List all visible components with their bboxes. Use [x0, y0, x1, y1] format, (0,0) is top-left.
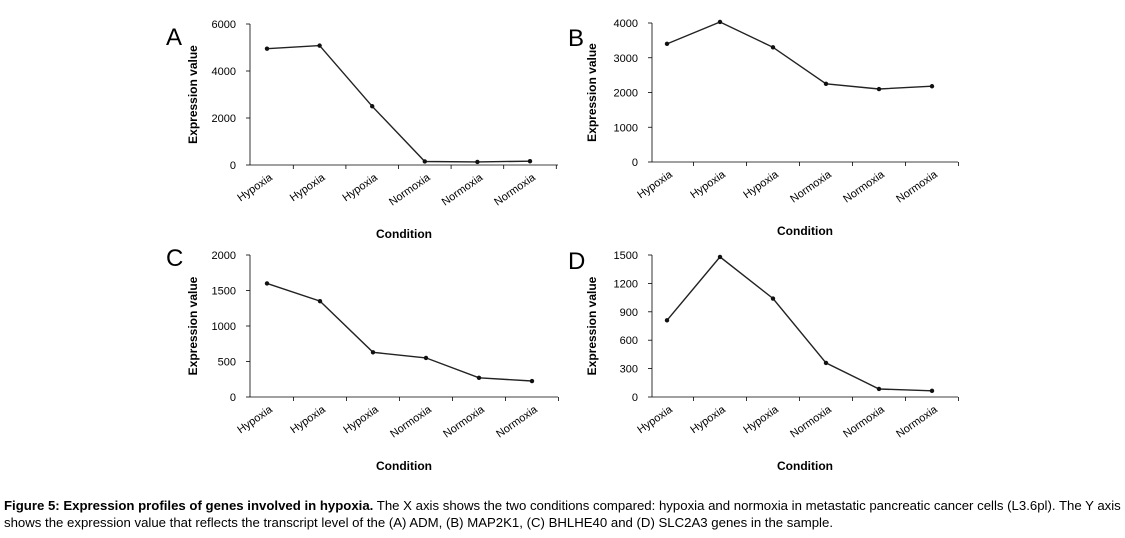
x-tick-label-b-3: Normoxia — [788, 168, 834, 205]
x-tick-label-d-4: Normoxia — [841, 403, 887, 440]
x-tick-label-a-3: Normoxia — [387, 171, 433, 208]
series-line-c — [266, 282, 533, 382]
x-tick-label-b-4: Normoxia — [841, 168, 887, 205]
data-point-d-0 — [664, 318, 670, 323]
x-tick-label-b-1: Hypoxia — [688, 168, 728, 201]
x-axis-title-b: Condition — [777, 224, 833, 238]
data-point-c-4 — [476, 375, 482, 381]
y-tick-label-a-6000: 6000 — [212, 19, 236, 31]
x-tick-label-a-0: Hypoxia — [235, 171, 275, 204]
x-tick-label-a-1: Hypoxia — [288, 171, 328, 204]
series-line-d — [666, 255, 933, 392]
y-tick-label-c-0: 0 — [230, 392, 236, 404]
data-point-d-4 — [876, 386, 882, 392]
y-axis-title-d: Expression value — [585, 276, 599, 375]
data-point-a-5 — [527, 159, 533, 164]
y-tick-label-b-1000: 1000 — [614, 122, 638, 134]
panel-letter-b: B — [568, 25, 584, 52]
series-line-a — [266, 44, 531, 163]
data-point-c-1 — [317, 298, 323, 304]
x-tick-label-c-2: Hypoxia — [341, 403, 381, 436]
data-point-d-1 — [717, 254, 723, 260]
x-tick-label-d-1: Hypoxia — [688, 403, 728, 436]
y-axis-title-c: Expression value — [186, 276, 200, 375]
panel-letter-c: C — [166, 245, 183, 272]
y-tick-label-c-2000: 2000 — [212, 250, 236, 262]
data-point-a-2 — [370, 104, 375, 109]
data-point-b-3 — [823, 81, 829, 87]
x-tick-label-b-2: Hypoxia — [741, 168, 781, 201]
data-point-c-5 — [529, 378, 535, 384]
x-tick-label-d-3: Normoxia — [788, 403, 834, 440]
x-tick-label-c-3: Normoxia — [388, 403, 434, 440]
caption-bold: Figure 5: Expression profiles of genes i… — [4, 498, 374, 513]
x-tick-label-c-5: Normoxia — [494, 403, 540, 440]
y-tick-label-b-4000: 4000 — [614, 18, 638, 30]
y-tick-label-c-1000: 1000 — [212, 321, 236, 333]
x-tick-label-b-0: Hypoxia — [635, 168, 675, 201]
data-point-b-0 — [664, 41, 670, 47]
figure-caption: Figure 5: Expression profiles of genes i… — [4, 497, 1122, 531]
x-axis-title-c: Condition — [376, 459, 432, 473]
data-point-c-0 — [264, 281, 270, 286]
y-tick-label-b-3000: 3000 — [614, 53, 638, 65]
x-tick-label-c-4: Normoxia — [441, 403, 487, 440]
data-point-d-2 — [770, 296, 776, 301]
y-tick-label-a-4000: 4000 — [212, 66, 236, 78]
y-tick-label-c-500: 500 — [218, 357, 236, 369]
x-tick-label-d-0: Hypoxia — [635, 403, 675, 436]
data-point-b-4 — [876, 86, 882, 92]
x-tick-label-a-2: Hypoxia — [340, 171, 380, 204]
y-tick-label-d-1200: 1200 — [614, 278, 638, 290]
y-tick-label-d-900: 900 — [620, 307, 638, 319]
data-point-a-0 — [264, 46, 270, 51]
y-tick-label-a-0: 0 — [230, 160, 236, 172]
x-tick-label-d-5: Normoxia — [894, 403, 940, 440]
y-axis-title-a: Expression value — [186, 45, 200, 144]
y-tick-label-b-2000: 2000 — [614, 88, 638, 100]
x-tick-label-b-5: Normoxia — [894, 168, 940, 205]
x-tick-label-c-0: Hypoxia — [235, 403, 275, 436]
data-point-d-5 — [929, 388, 935, 394]
x-tick-label-d-2: Hypoxia — [741, 403, 781, 436]
data-point-a-1 — [317, 43, 322, 48]
x-tick-label-c-1: Hypoxia — [288, 403, 328, 436]
y-tick-label-d-600: 600 — [620, 335, 638, 347]
data-point-b-2 — [770, 45, 776, 50]
panel-letter-a: A — [166, 24, 182, 51]
y-tick-label-a-2000: 2000 — [212, 113, 236, 125]
x-tick-label-a-5: Normoxia — [492, 171, 538, 208]
data-point-c-3 — [423, 355, 429, 361]
y-tick-label-b-0: 0 — [632, 157, 638, 169]
y-tick-label-d-1500: 1500 — [614, 250, 638, 262]
series-line-b — [666, 21, 933, 90]
y-tick-label-d-300: 300 — [620, 364, 638, 376]
y-tick-label-d-0: 0 — [632, 392, 638, 404]
x-axis-title-a: Condition — [376, 227, 432, 241]
data-point-b-1 — [717, 19, 723, 25]
data-point-a-4 — [475, 159, 480, 165]
data-point-b-5 — [929, 84, 935, 89]
x-tick-label-a-4: Normoxia — [440, 171, 486, 208]
data-point-d-3 — [823, 360, 829, 366]
caption-text: The X axis shows the two conditions comp… — [4, 498, 1121, 530]
panel-letter-d: D — [568, 248, 585, 275]
y-axis-title-b: Expression value — [585, 43, 599, 142]
y-tick-label-c-1500: 1500 — [212, 286, 236, 298]
data-point-c-2 — [370, 350, 376, 355]
x-axis-title-d: Condition — [777, 459, 833, 473]
data-point-a-3 — [422, 159, 427, 164]
